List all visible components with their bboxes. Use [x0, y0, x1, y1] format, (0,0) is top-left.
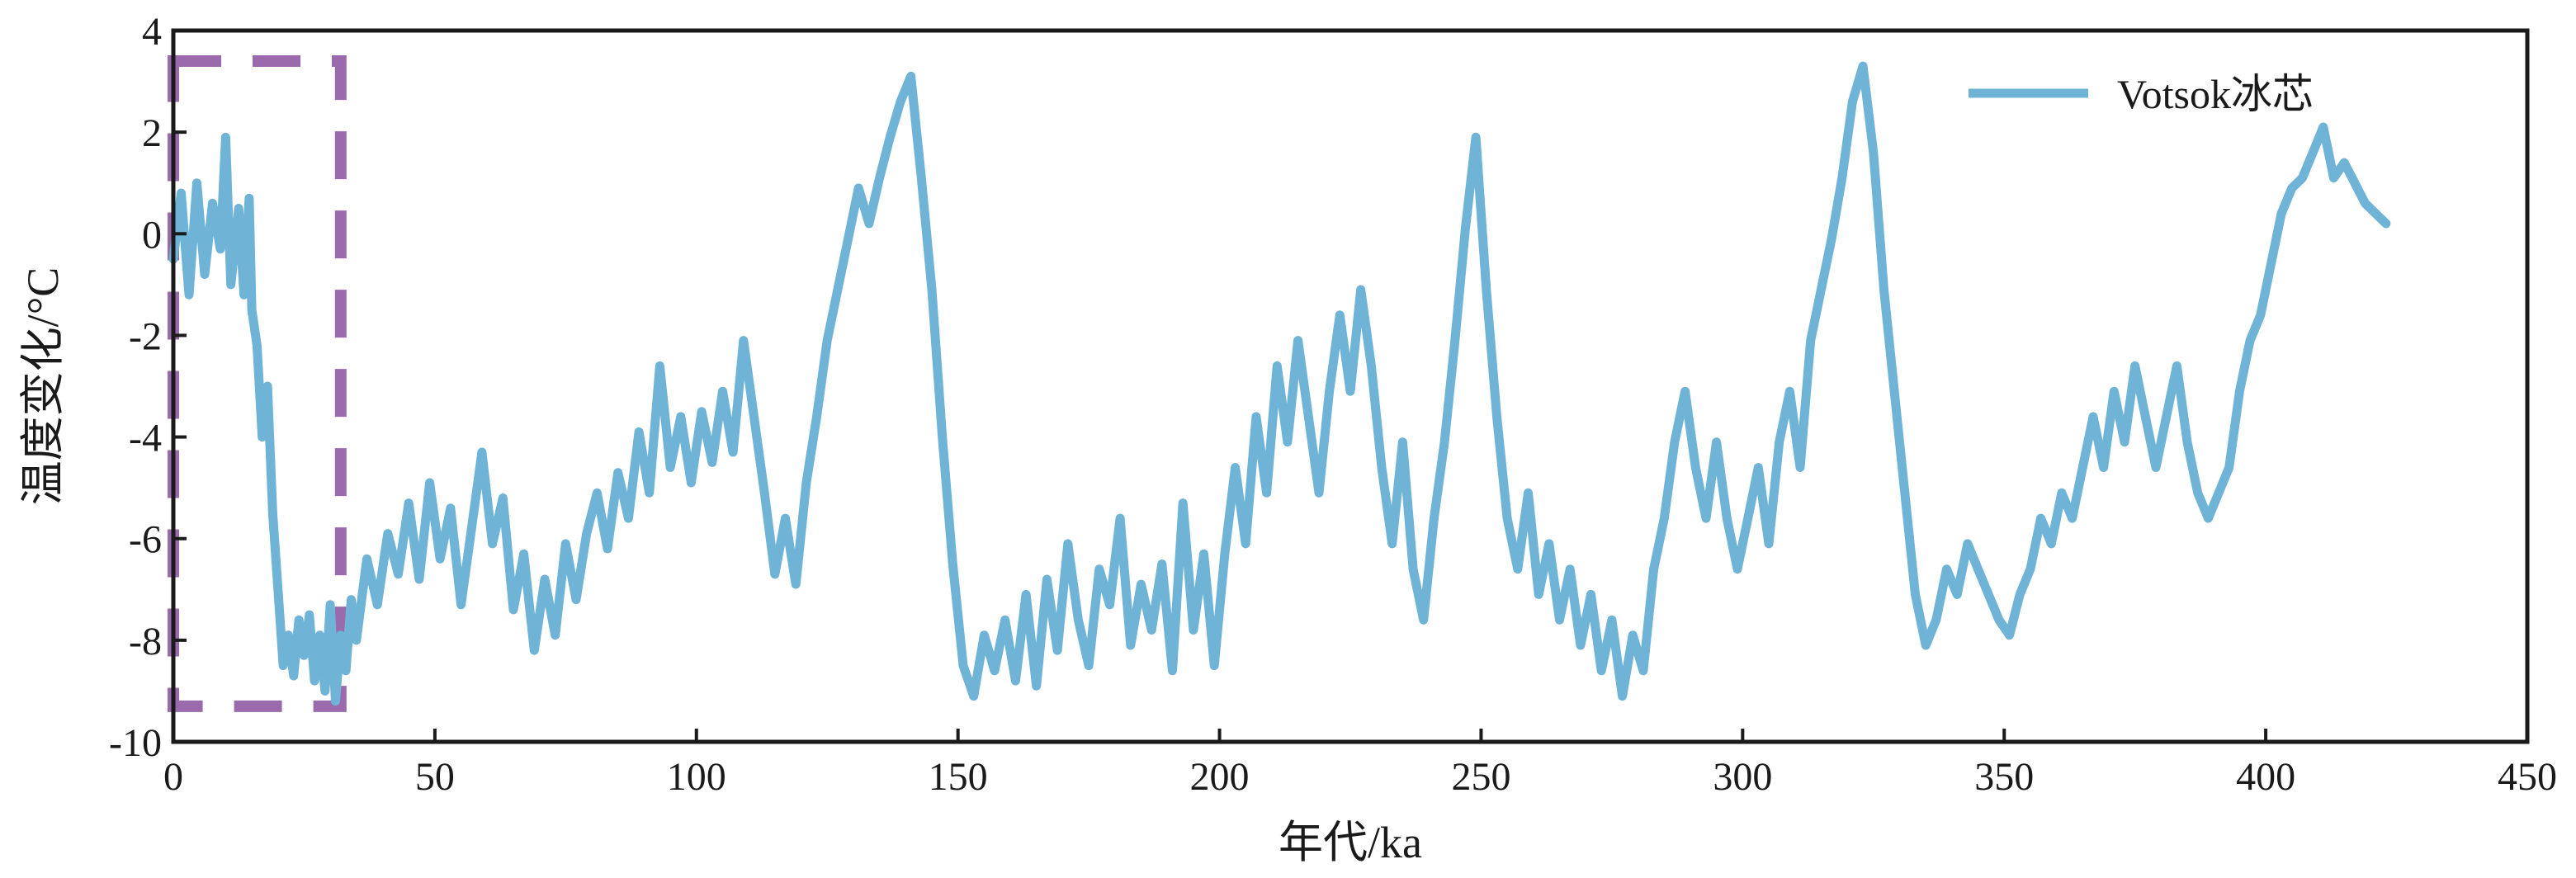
x-tick-label: 0 — [163, 755, 183, 799]
y-tick-label: -6 — [129, 518, 162, 562]
x-tick-label: 400 — [2236, 755, 2295, 799]
x-tick-label: 100 — [667, 755, 726, 799]
y-tick-label: -8 — [129, 620, 162, 663]
plot-frame — [171, 28, 2530, 744]
x-tick-label: 50 — [415, 755, 455, 799]
x-tick-label: 150 — [929, 755, 988, 799]
x-tick-label: 450 — [2498, 755, 2557, 799]
series-line-0 — [168, 61, 2391, 706]
y-tick-label: 2 — [142, 111, 162, 155]
legend-label-0: Votsok冰芯 — [2117, 71, 2314, 117]
x-tick-label: 200 — [1190, 755, 1250, 799]
y-tick-label: -2 — [129, 314, 162, 358]
legend: Votsok冰芯 — [1969, 71, 2314, 117]
x-tick-label: 300 — [1713, 755, 1772, 799]
axes-layer: 0 50 100 150 200 250 300 350 400 450 4 2 0 -2 -4 -6 -8 -1… — [18, 10, 2557, 867]
y-tick-label: -10 — [109, 721, 162, 765]
y-axis-title: 温度变化/°C — [18, 267, 68, 506]
x-tick-label: 350 — [1974, 755, 2034, 799]
series-layer — [168, 61, 2391, 706]
y-tick-label: -4 — [129, 417, 162, 460]
y-tick-label: 0 — [142, 213, 162, 257]
x-tick-label: 250 — [1451, 755, 1510, 799]
y-tick-label: 4 — [142, 10, 162, 54]
x-axis-title: 年代/ka — [1279, 818, 1422, 867]
